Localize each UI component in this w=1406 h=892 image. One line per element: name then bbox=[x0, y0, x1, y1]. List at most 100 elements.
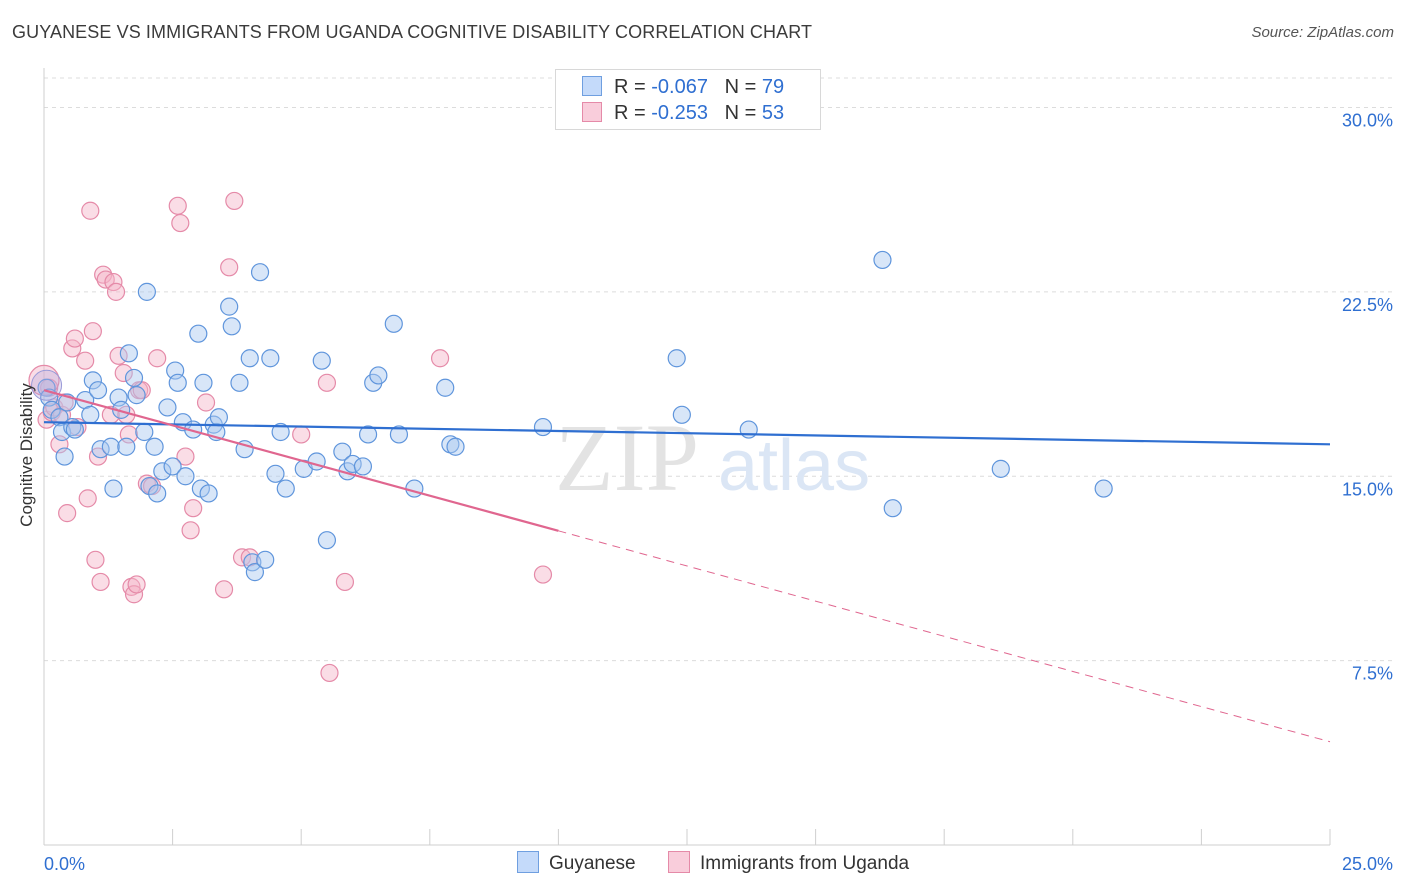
guyanese-point bbox=[55, 447, 74, 466]
y-tick-label: 22.5% bbox=[1342, 295, 1393, 315]
watermark-atlas: atlas bbox=[718, 426, 870, 506]
guyanese-point bbox=[271, 422, 290, 442]
uganda-point bbox=[148, 349, 167, 368]
guyanese-point bbox=[245, 563, 265, 582]
source-credit: Source: ZipAtlas.com bbox=[1251, 24, 1394, 41]
watermark: ZIP atlas bbox=[555, 404, 870, 511]
guyanese-point bbox=[672, 405, 691, 424]
guyanese-point bbox=[119, 344, 138, 363]
guyanese-point bbox=[117, 437, 136, 456]
guyanese-point bbox=[312, 351, 331, 370]
guyanese-point bbox=[276, 479, 295, 498]
guyanese-point bbox=[194, 373, 213, 392]
legend-swatch-guyanese bbox=[582, 76, 602, 96]
bottom-legend-swatch-guyanese bbox=[517, 851, 539, 873]
uganda-point bbox=[196, 393, 216, 412]
y-tick-label: 7.5% bbox=[1352, 664, 1393, 684]
uganda-point bbox=[176, 447, 195, 466]
uganda-point bbox=[65, 329, 84, 348]
tick-labels: 7.5% 15.0% 22.5% 30.0% 0.0% 25.0% bbox=[44, 111, 1393, 875]
uganda-point bbox=[76, 351, 95, 370]
guyanese-point bbox=[148, 484, 167, 503]
legend-r-label: R = bbox=[614, 102, 646, 124]
guyanese-point bbox=[384, 314, 403, 333]
uganda-point bbox=[81, 201, 100, 220]
guyanese-point bbox=[83, 371, 102, 390]
uganda-point bbox=[114, 363, 133, 383]
guyanese-point bbox=[140, 476, 159, 496]
guyanese-point bbox=[42, 400, 61, 419]
guyanese-point bbox=[266, 464, 285, 483]
trend-lines bbox=[43, 389, 1331, 743]
legend-r-label: R = bbox=[614, 76, 646, 98]
guyanese-point bbox=[256, 550, 275, 569]
uganda-point bbox=[127, 575, 146, 594]
guyanese-point bbox=[65, 420, 84, 439]
uganda-trend-line bbox=[43, 389, 559, 532]
uganda-point bbox=[88, 447, 108, 466]
uganda-point bbox=[58, 504, 77, 523]
guyanese-point bbox=[250, 263, 270, 282]
y-axis-label: Cognitive Disability bbox=[17, 383, 36, 527]
uganda-point bbox=[214, 580, 234, 599]
series-guyanese-points bbox=[31, 250, 1113, 582]
legend-n-value-guyanese: 79 bbox=[761, 76, 785, 98]
guyanese-point bbox=[446, 437, 465, 456]
guyanese-point bbox=[369, 366, 388, 385]
uganda-point bbox=[78, 489, 97, 508]
x-tick-label-max: 25.0% bbox=[1342, 854, 1393, 874]
guyanese-point bbox=[199, 484, 218, 503]
uganda-point bbox=[91, 572, 110, 592]
guyanese-point bbox=[667, 349, 686, 368]
correlation-legend: R = -0.067 N = 79 R = -0.253 N = 53 bbox=[555, 69, 821, 130]
guyanese-point bbox=[333, 442, 352, 461]
guyanese-point bbox=[991, 459, 1010, 478]
uganda-point bbox=[181, 521, 200, 540]
guyanese-point bbox=[137, 282, 156, 301]
guyanese-point bbox=[209, 408, 228, 427]
guyanese-point bbox=[88, 381, 108, 400]
guyanese-point bbox=[153, 462, 172, 481]
guyanese-point bbox=[230, 373, 249, 392]
uganda-point bbox=[225, 191, 244, 211]
legend-r-value-guyanese: -0.067 bbox=[651, 76, 708, 98]
uganda-point bbox=[94, 265, 113, 284]
series-uganda-points bbox=[28, 191, 553, 683]
guyanese-point bbox=[317, 531, 337, 550]
guyanese-point bbox=[220, 297, 239, 316]
legend-row-uganda: R = -0.253 N = 53 bbox=[582, 102, 784, 128]
axes bbox=[43, 68, 1331, 846]
bottom-legend-uganda: Immigrants from Uganda bbox=[668, 851, 909, 875]
bottom-legend-label-uganda: Immigrants from Uganda bbox=[700, 853, 910, 874]
uganda-point bbox=[106, 282, 126, 301]
guyanese-point bbox=[261, 349, 280, 368]
guyanese-point bbox=[389, 425, 409, 444]
guyanese-point bbox=[405, 479, 424, 498]
legend-r-value-uganda: -0.253 bbox=[651, 102, 708, 124]
y-tick-label: 30.0% bbox=[1342, 111, 1393, 131]
legend-n-label: N = bbox=[724, 102, 757, 124]
bottom-legend-guyanese: Guyanese bbox=[517, 851, 636, 875]
uganda-point bbox=[168, 196, 187, 215]
guyanese-point bbox=[176, 467, 195, 486]
uganda-trend-line-extrapolated bbox=[558, 530, 1331, 743]
guyanese-point bbox=[240, 349, 259, 368]
uganda-point bbox=[533, 565, 553, 584]
guyanese-point bbox=[163, 457, 182, 476]
guyanese-point bbox=[127, 386, 146, 405]
guyanese-point bbox=[189, 324, 208, 343]
bottom-legend-swatch-uganda bbox=[668, 851, 690, 873]
uganda-point bbox=[292, 425, 311, 444]
uganda-point bbox=[83, 322, 102, 341]
guyanese-point bbox=[353, 457, 373, 476]
guyanese-point bbox=[145, 437, 164, 456]
uganda-point bbox=[184, 499, 203, 518]
uganda-point bbox=[335, 572, 355, 592]
guyanese-point bbox=[124, 368, 144, 388]
guyanese-point bbox=[436, 378, 455, 397]
guyanese-point bbox=[158, 398, 177, 417]
guyanese-point bbox=[81, 405, 100, 424]
uganda-point bbox=[317, 373, 337, 392]
guyanese-point bbox=[873, 250, 892, 270]
uganda-point bbox=[430, 349, 450, 368]
